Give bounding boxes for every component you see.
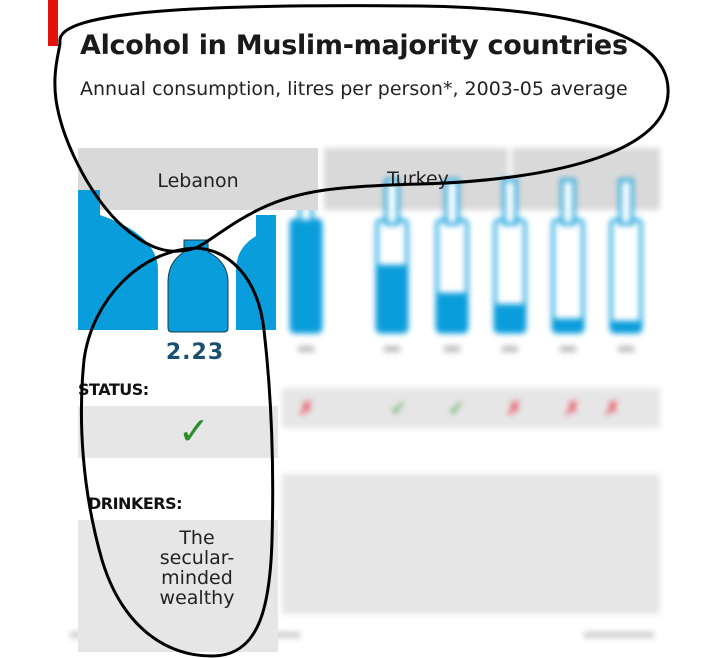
lebanon-label: Lebanon [157, 170, 239, 192]
status-mark-icon: ✗ [506, 396, 523, 420]
lebanon-status-check-icon: ✓ [178, 409, 210, 453]
status-mark-icon: ✗ [298, 396, 315, 420]
status-row [282, 388, 660, 428]
bottle-neck [384, 178, 400, 226]
drinkers-line: The [179, 527, 215, 549]
panel-header-3 [512, 148, 660, 210]
outline-lebanon-loop [79, 246, 275, 658]
bottle-fill [495, 304, 525, 332]
lebanon-bottle-left [78, 190, 158, 330]
value-placeholder [444, 346, 460, 352]
drinkers-line: wealthy [159, 587, 235, 609]
bottle-neck [502, 178, 518, 226]
turkey-panel-header [324, 148, 508, 210]
drinkers-line: secular- [159, 547, 235, 569]
chart-title: Alcohol in Muslim-majority countries [80, 30, 628, 61]
drinkers-row [282, 474, 660, 614]
lebanon-bottle-center [167, 239, 229, 333]
bottle-fill [437, 292, 467, 332]
drinkers-label: DRINKERS: [88, 494, 183, 513]
bottle-neck [618, 178, 634, 226]
value-placeholder [502, 346, 518, 352]
status-mark-icon: ✓ [448, 396, 465, 420]
value-placeholder [384, 346, 400, 352]
value-placeholder [618, 346, 634, 352]
bottle-neck [560, 178, 576, 226]
outline-title-loop [53, 4, 670, 253]
value-placeholder [298, 346, 314, 352]
bottle-fill [611, 320, 641, 332]
value-placeholder [560, 346, 576, 352]
status-mark-icon: ✓ [390, 396, 407, 420]
bottle-neck [444, 178, 460, 226]
bottle-fill [291, 220, 321, 332]
chart-subtitle: Annual consumption, litres per person*, … [80, 78, 628, 100]
drinkers-line: minded [161, 567, 233, 589]
bottle-fill [553, 318, 583, 332]
lebanon-value-label: 2.23 [165, 340, 225, 365]
lebanon-panel-header [78, 148, 318, 210]
bottle-fill [377, 264, 407, 332]
credit-note [584, 632, 654, 638]
lebanon-status-cell [78, 406, 278, 458]
lebanon-bottle-right [236, 215, 276, 330]
brand-red-bar [48, 0, 58, 46]
status-label: STATUS: [78, 380, 149, 399]
status-mark-icon: ✗ [604, 396, 621, 420]
lebanon-drinkers-text: The secular- minded wealthy [142, 528, 252, 608]
status-mark-icon: ✗ [564, 396, 581, 420]
